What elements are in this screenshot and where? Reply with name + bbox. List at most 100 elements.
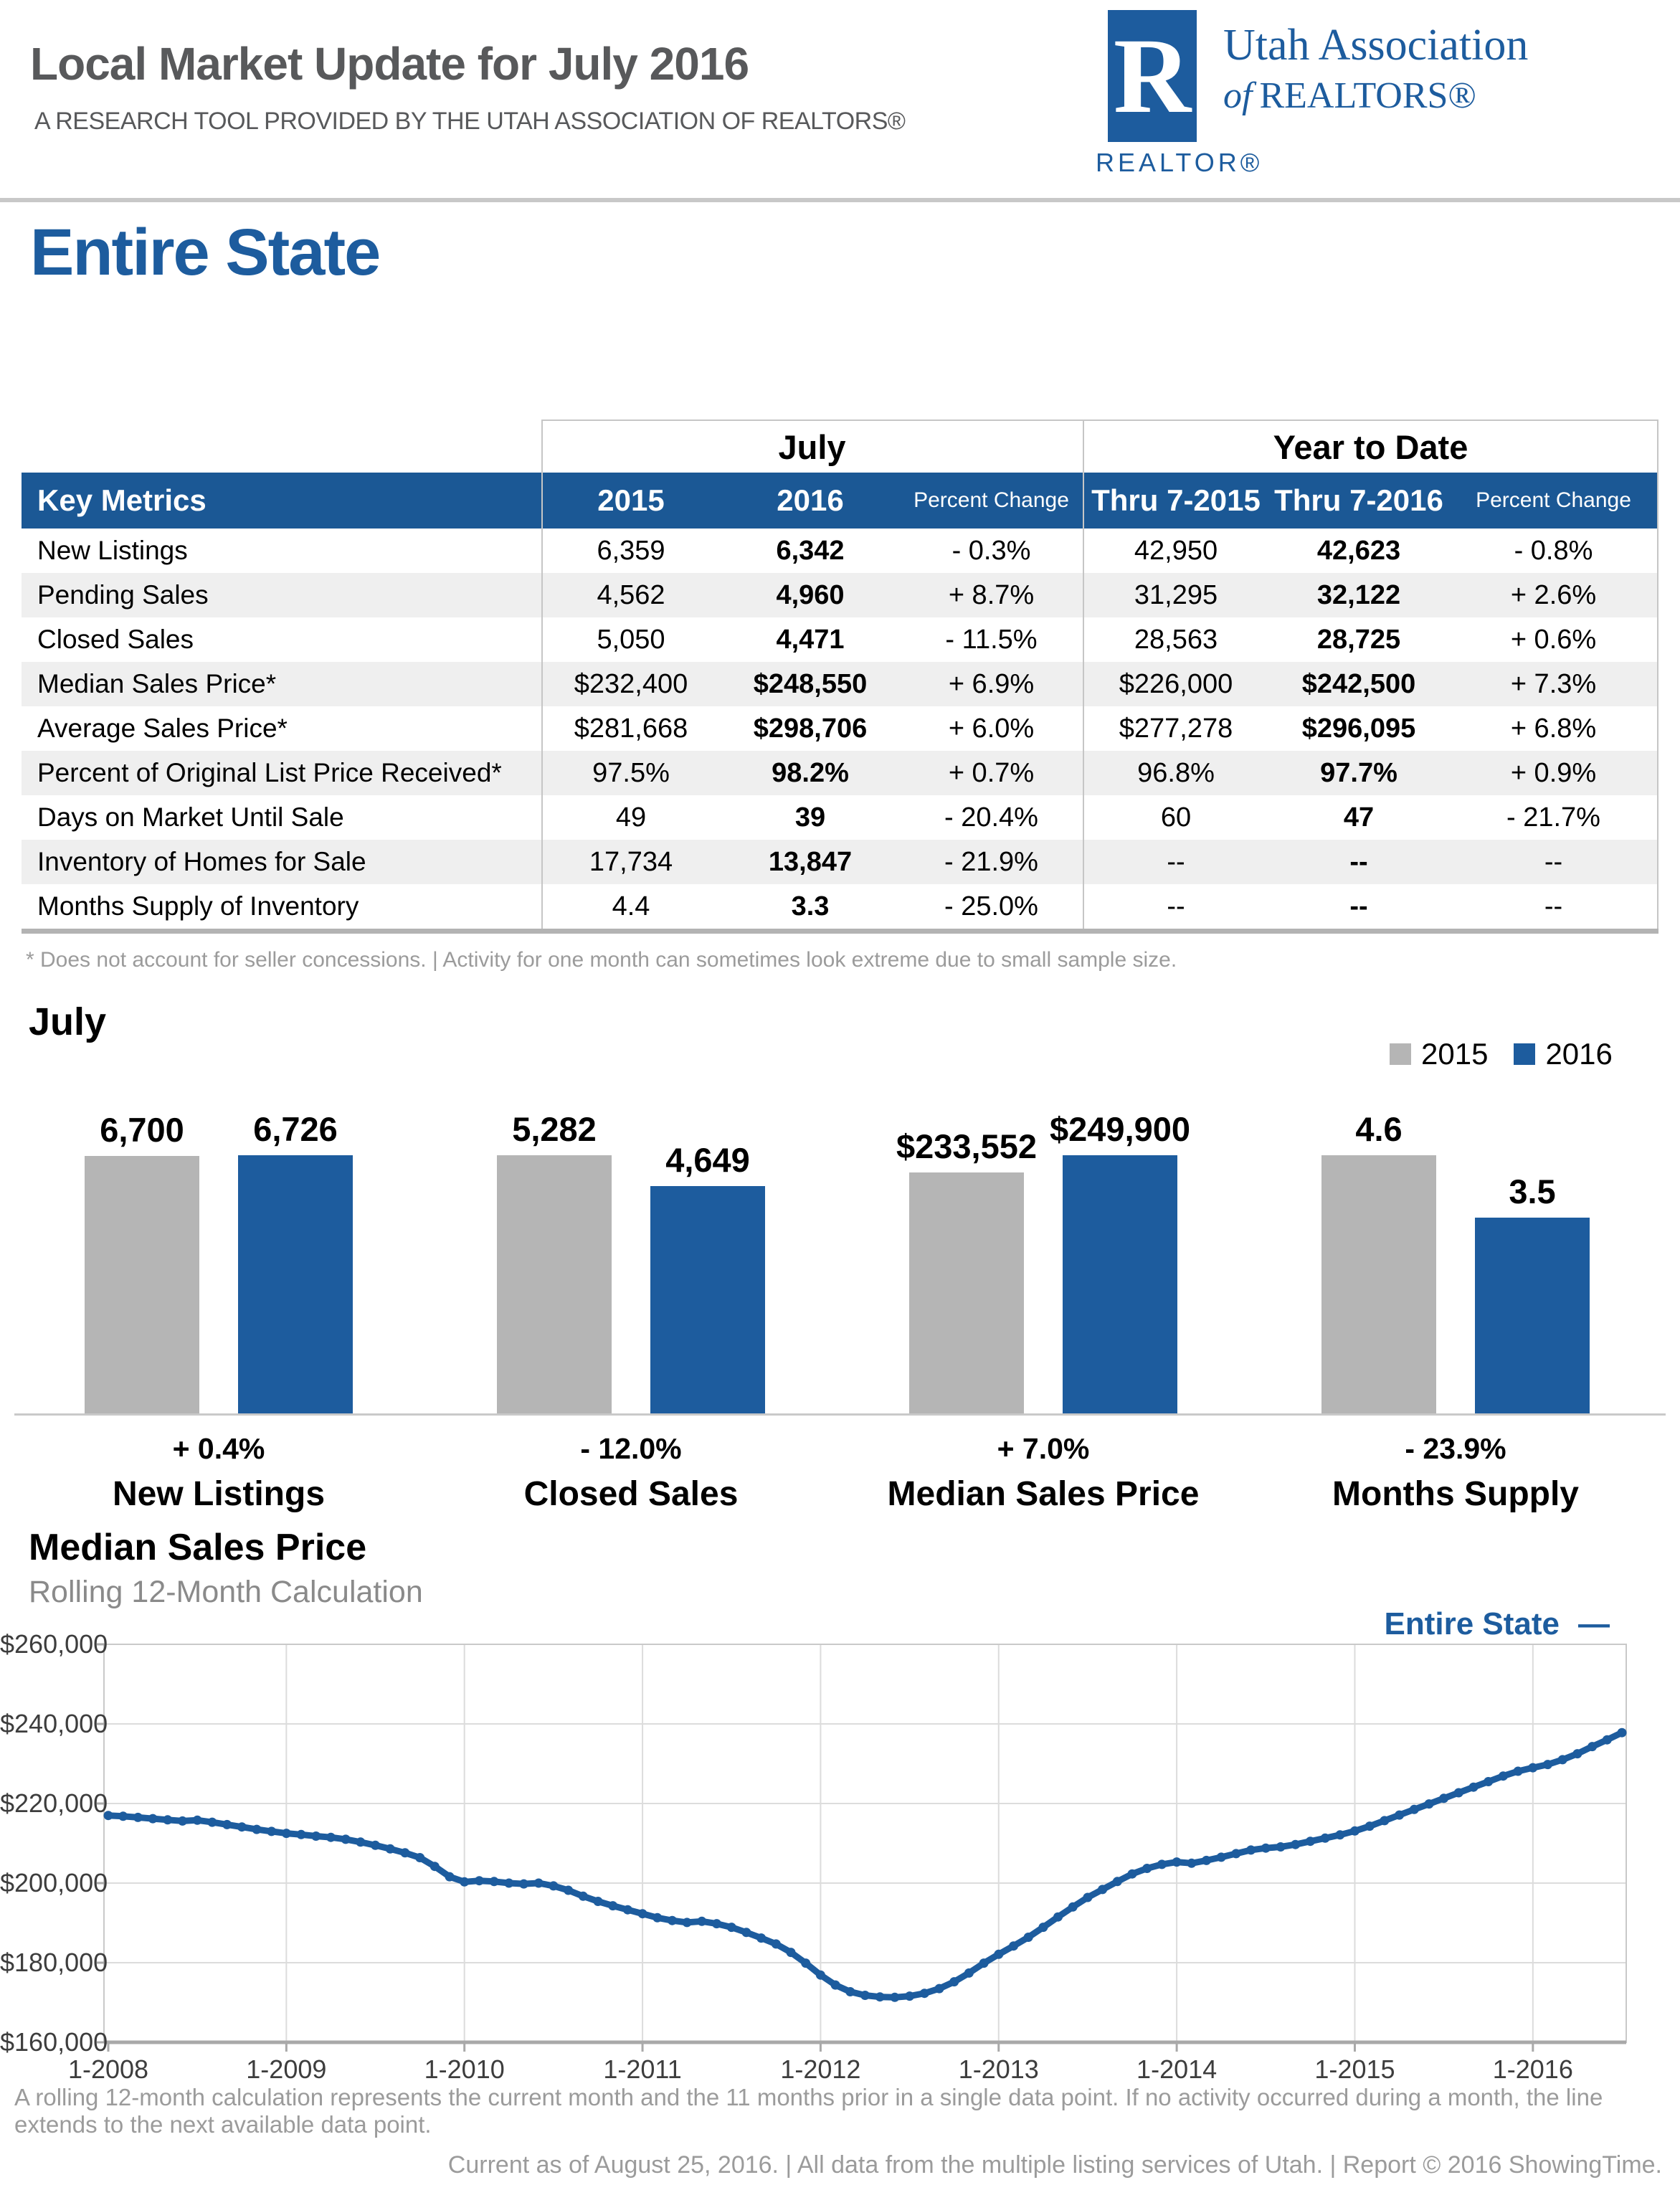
metric-value: + 8.7% bbox=[948, 579, 1035, 610]
metric-value: 97.5% bbox=[592, 757, 670, 788]
metric-value: 32,122 bbox=[1316, 579, 1401, 610]
line-chart-svg bbox=[97, 1643, 1627, 2052]
bar-2016 bbox=[650, 1186, 765, 1415]
bar-chart-legend: 2015 2016 bbox=[1390, 1037, 1628, 1071]
bar-change-label: + 0.4% bbox=[172, 1432, 265, 1465]
x-axis-label: 1-2012 bbox=[780, 2054, 861, 2084]
group-header-july: July bbox=[541, 420, 1083, 473]
legend-label-2015: 2015 bbox=[1421, 1037, 1489, 1071]
bar-2015 bbox=[1321, 1155, 1436, 1415]
bar-category-label: New Listings bbox=[112, 1475, 326, 1513]
bar-value-label: 6,700 bbox=[100, 1111, 184, 1149]
col-header-thru-2015: Thru 7-2015 bbox=[1091, 483, 1261, 517]
metric-name: Days on Market Until Sale bbox=[37, 802, 344, 832]
table-divider-july bbox=[541, 420, 543, 929]
metric-value: - 20.4% bbox=[944, 802, 1038, 833]
col-header-key-metrics: Key Metrics bbox=[37, 483, 207, 517]
bar-category-label: Months Supply bbox=[1332, 1475, 1579, 1513]
metric-name: Closed Sales bbox=[37, 625, 194, 654]
metric-value: 28,725 bbox=[1316, 624, 1401, 655]
metrics-table-rows: New Listings 6,359 6,342 - 0.3% 42,950 42,623… bbox=[22, 529, 1658, 929]
metric-value: + 0.9% bbox=[1510, 757, 1597, 788]
key-metrics-table: July Year to Date Key Metrics 2015 2016 … bbox=[22, 420, 1658, 934]
col-header-2016: 2016 bbox=[777, 483, 844, 517]
bar-value-label: $233,552 bbox=[896, 1127, 1038, 1165]
col-header-2015: 2015 bbox=[597, 483, 665, 517]
metric-value: -- bbox=[1544, 891, 1563, 921]
org-name-line1: Utah Association bbox=[1223, 21, 1529, 70]
metric-value: - 21.7% bbox=[1506, 802, 1600, 833]
line-legend-line-icon: — bbox=[1578, 1606, 1610, 1641]
metric-value: 31,295 bbox=[1134, 579, 1218, 610]
metric-value: $281,668 bbox=[574, 713, 688, 744]
realtor-wordmark: REALTOR® bbox=[1096, 148, 1263, 177]
metric-value: 6,342 bbox=[776, 535, 845, 566]
line-legend-label: Entire State bbox=[1384, 1606, 1560, 1641]
group-header-ytd: Year to Date bbox=[1083, 420, 1658, 473]
metric-value: 6,359 bbox=[597, 535, 665, 566]
bar-change-label: - 23.9% bbox=[1405, 1432, 1506, 1465]
legend-swatch-2015-icon bbox=[1390, 1043, 1411, 1065]
report-subtitle: A RESEARCH TOOL PROVIDED BY THE UTAH ASS… bbox=[34, 108, 906, 135]
table-divider-ytd bbox=[1083, 420, 1084, 929]
metric-value: $242,500 bbox=[1301, 668, 1416, 699]
bar-value-label: 5,282 bbox=[512, 1110, 597, 1148]
x-axis-label: 1-2009 bbox=[246, 2054, 327, 2084]
bar-value-label: 3.5 bbox=[1509, 1172, 1556, 1210]
metric-name: New Listings bbox=[37, 536, 188, 565]
metric-value: + 2.6% bbox=[1510, 579, 1597, 610]
metric-value: + 6.8% bbox=[1510, 713, 1597, 744]
y-axis-label: $220,000 bbox=[0, 1788, 108, 1818]
table-row: Average Sales Price* $281,668 $298,706 + 6.… bbox=[22, 706, 1658, 751]
metric-value: 42,950 bbox=[1134, 535, 1218, 566]
metric-value: -- bbox=[1349, 891, 1368, 921]
bar-2015 bbox=[85, 1156, 199, 1415]
metric-value: 39 bbox=[794, 802, 826, 833]
metric-value: + 0.7% bbox=[948, 757, 1035, 788]
bar-value-label: $249,900 bbox=[1049, 1110, 1191, 1148]
bar-value-label: 6,726 bbox=[253, 1110, 338, 1148]
y-axis-label: $240,000 bbox=[0, 1709, 108, 1738]
bar-2016 bbox=[1063, 1155, 1177, 1415]
line-chart-subtitle: Rolling 12-Month Calculation bbox=[29, 1575, 423, 1609]
metric-value: 5,050 bbox=[597, 624, 665, 655]
table-row: Days on Market Until Sale 49 39 - 20.4% 60 47… bbox=[22, 795, 1658, 840]
metric-value: 49 bbox=[615, 802, 647, 833]
y-axis-label: $260,000 bbox=[0, 1629, 108, 1659]
x-axis-label: 1-2015 bbox=[1314, 2054, 1395, 2084]
metric-value: $298,706 bbox=[753, 713, 868, 744]
metric-value: 4,960 bbox=[776, 579, 845, 610]
metric-value: - 25.0% bbox=[944, 891, 1038, 921]
metric-value: + 6.0% bbox=[948, 713, 1035, 744]
bar-2015 bbox=[497, 1155, 612, 1415]
x-axis-label: 1-2016 bbox=[1492, 2054, 1573, 2084]
metric-value: $248,550 bbox=[753, 668, 868, 699]
metric-value: 4.4 bbox=[612, 891, 650, 921]
org-of: of bbox=[1223, 75, 1253, 116]
line-chart-footnote: A rolling 12-month calculation represent… bbox=[14, 2084, 1603, 2138]
table-row: New Listings 6,359 6,342 - 0.3% 42,950 42,623… bbox=[22, 529, 1658, 573]
bar-change-label: + 7.0% bbox=[997, 1432, 1090, 1465]
metric-value: - 11.5% bbox=[945, 624, 1038, 655]
metric-value: 42,623 bbox=[1316, 535, 1401, 566]
realtor-logo-icon: R bbox=[1108, 10, 1197, 142]
table-footnote: * Does not account for seller concession… bbox=[26, 948, 1177, 972]
metric-value: -- bbox=[1544, 846, 1563, 877]
line-chart-legend: Entire State — bbox=[1384, 1606, 1610, 1642]
bar-chart-title: July bbox=[29, 1000, 107, 1043]
report-title: Local Market Update for July 2016 bbox=[30, 38, 749, 90]
metric-value: - 0.3% bbox=[951, 535, 1031, 566]
table-row: Median Sales Price* $232,400 $248,550 + 6.9… bbox=[22, 662, 1658, 706]
bar-category-label: Median Sales Price bbox=[887, 1475, 1200, 1513]
median-price-line-chart: $160,000 $180,000 $200,000 $220,000 $240,000… bbox=[0, 1629, 1680, 2108]
bar-2016 bbox=[238, 1155, 353, 1415]
org-realtors: REALTORS® bbox=[1259, 75, 1476, 116]
metric-value: + 6.9% bbox=[948, 668, 1035, 699]
table-header-row: Key Metrics 2015 2016 Percent Change Thr… bbox=[22, 473, 1658, 529]
org-name-line2: of REALTORS® bbox=[1223, 75, 1476, 117]
metric-value: 3.3 bbox=[791, 891, 830, 921]
july-bar-chart: July 2015 2016 6,700 6,726 + 0.4% New Listi… bbox=[0, 990, 1680, 1542]
bar-value-label: 4.6 bbox=[1355, 1110, 1403, 1148]
metric-value: $232,400 bbox=[574, 668, 688, 699]
realtor-r-mark: R bbox=[1113, 16, 1192, 136]
